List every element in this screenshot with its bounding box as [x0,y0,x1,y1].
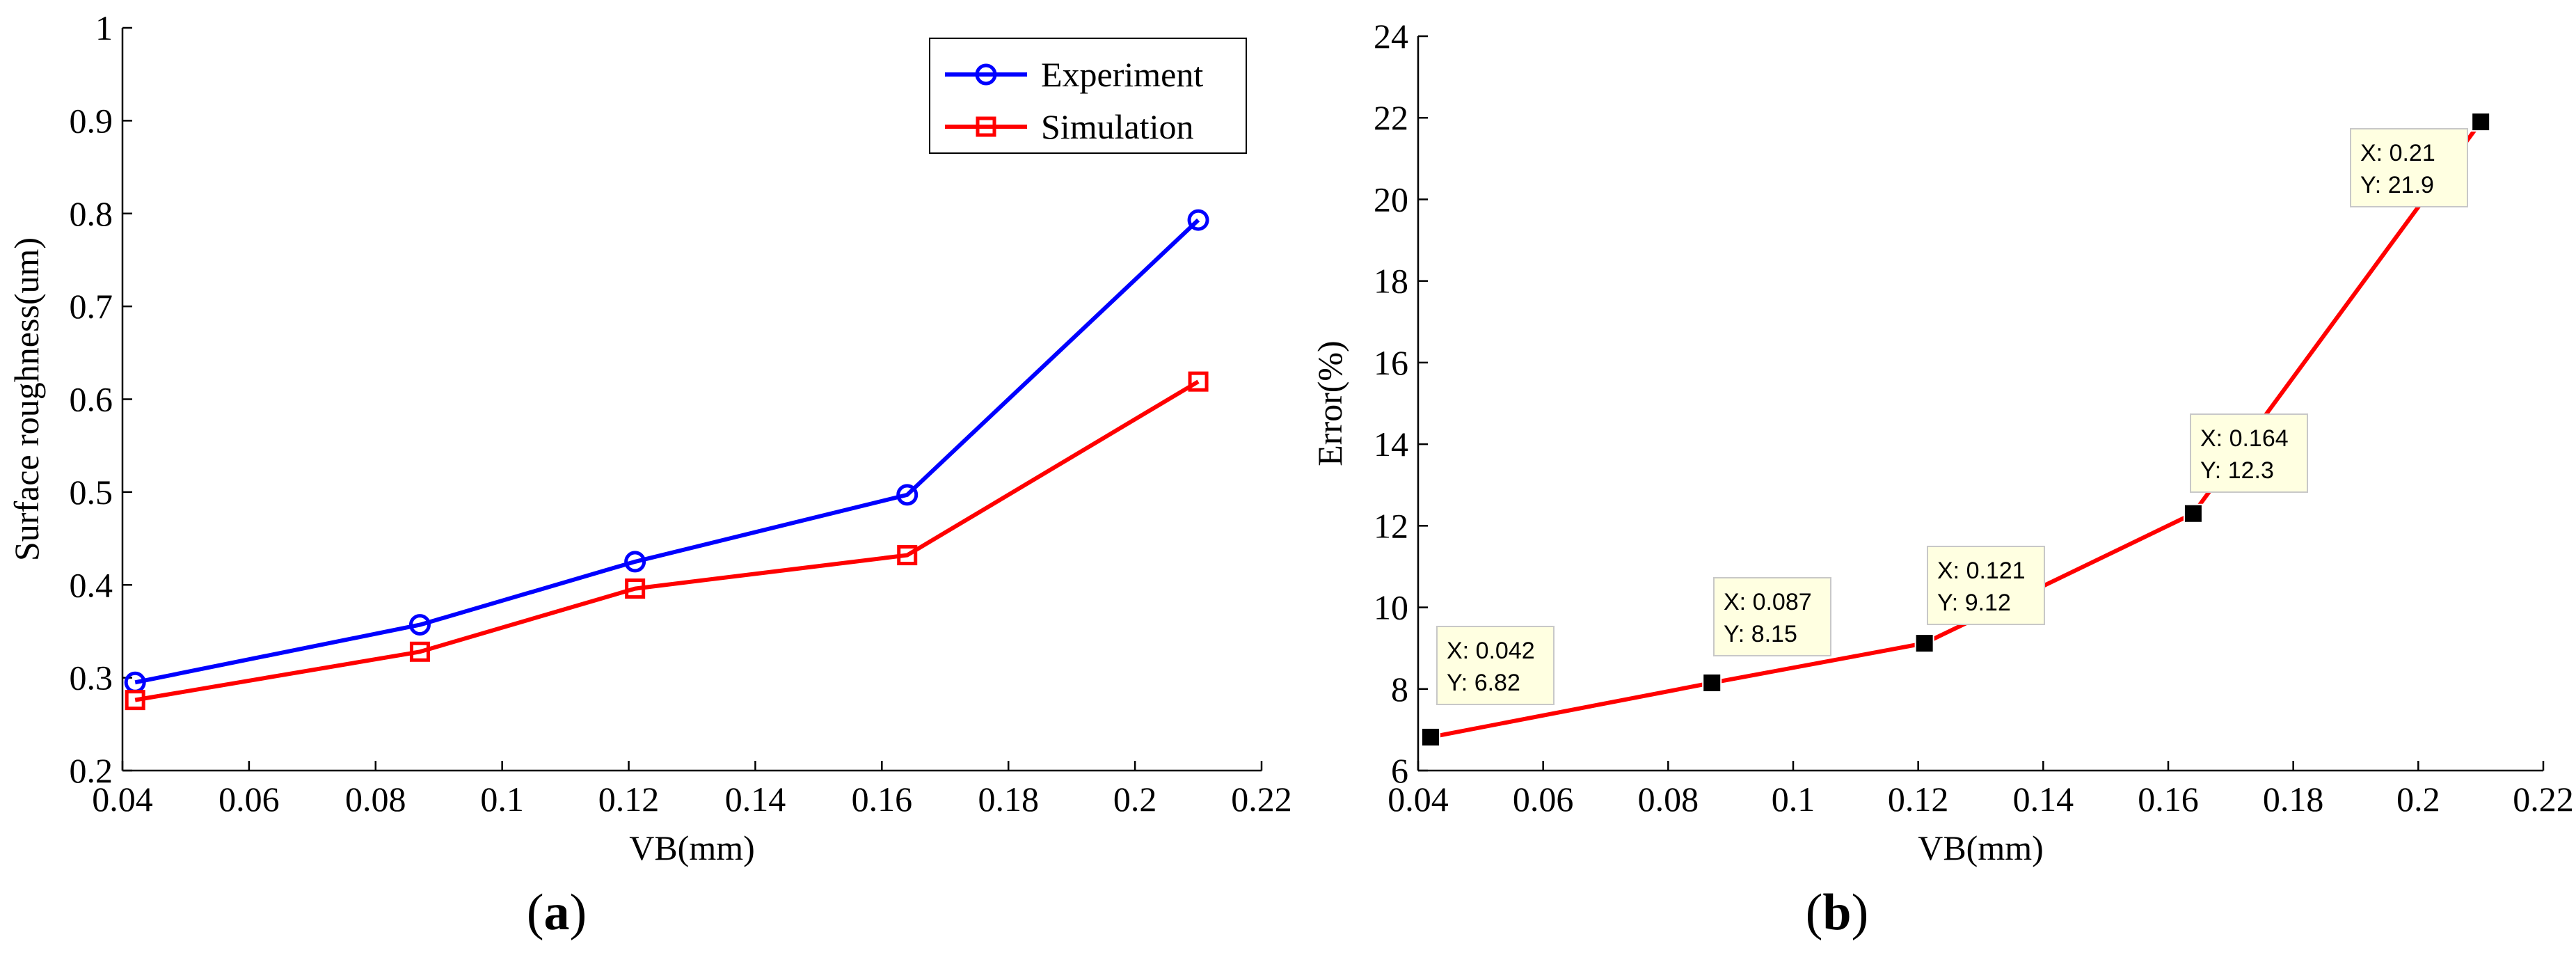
panel-label-open: ( [1806,884,1823,941]
chart-a: 0.04 0.06 0.08 0.1 0.12 0.14 0.16 0.18 0.2 0.22 0.… [7,8,1292,941]
datatip-x-text: X: 0.21 [2360,140,2435,166]
datatip-x-text: X: 0.121 [1937,558,2026,584]
legend-label-experiment: Experiment [1041,55,1203,94]
datatip-y-text: Y: 9.12 [1937,590,2011,616]
data-point-simulation [1188,371,1209,392]
x-tick-label: 0.12 [1888,780,1949,819]
data-point-error [2183,503,2203,523]
series-line-error [1430,120,2483,739]
datatip-box [2190,413,2308,493]
data-point-error [1420,727,1440,747]
datatip: X: 0.087 Y: 8.15 [1713,577,1831,656]
y-tick-label: 1 [95,8,113,47]
y-tick-label: 6 [1391,751,1408,790]
panel-label-letter: b [1822,884,1851,941]
y-tick-label: 22 [1374,98,1408,137]
x-axis-label: VB(mm) [629,828,755,867]
x-tick-label: 0.18 [2263,780,2324,819]
y-tick-label: 0.3 [70,659,113,697]
y-tick-label: 24 [1374,17,1408,56]
y-tick-label: 12 [1374,506,1408,545]
panel-label-close: ) [570,884,587,941]
datatip-y-text: Y: 8.15 [1724,621,1797,647]
y-tick-label: 0.5 [70,473,113,512]
y-tick-label: 0.8 [70,194,113,233]
panel-label: (a) [527,884,587,941]
x-tick-label: 0.1 [1772,780,1815,819]
datatip: X: 0.164 Y: 12.3 [2190,413,2308,493]
data-point-error [1702,672,1722,693]
x-tick-label: 0.14 [725,780,786,819]
y-tick-label: 0.7 [70,287,113,326]
panel-label-open: ( [527,884,544,941]
datatip-box [2350,128,2468,207]
data-point-experiment [1187,209,1209,231]
series-line-simulation [134,379,1200,702]
x-tick-label: 0.16 [852,780,913,819]
data-point-error [1914,633,1934,654]
legend-marker-simulation [976,116,996,137]
legend: Experiment Simulation [929,38,1247,154]
datatip-box [1927,546,2045,625]
data-point-simulation [897,545,918,566]
y-tick-label: 14 [1374,425,1408,464]
datatip-y-text: Y: 6.82 [1447,670,1520,696]
data-point-experiment [624,551,646,573]
datatip: X: 0.21 Y: 21.9 [2350,128,2468,207]
x-tick-label: 0.12 [598,780,660,819]
datatip-box [1713,577,1831,656]
y-axis-label: Error(%) [1310,340,1349,466]
data-point-simulation [625,578,646,599]
panel-label-close: ) [1852,884,1869,941]
datatip-y-text: Y: 12.3 [2200,457,2274,484]
data-point-experiment [408,614,431,636]
datatip-box [1436,626,1555,705]
x-tick-label: 0.1 [480,780,524,819]
datatip-x-text: X: 0.087 [1724,589,1812,615]
x-tick-label: 0.14 [2013,780,2074,819]
data-point-simulation [409,641,430,662]
y-tick-label: 0.6 [70,380,113,419]
y-tick-label: 0.9 [70,101,113,140]
data-point-error [2471,112,2491,132]
datatip-y-text: Y: 21.9 [2360,172,2434,198]
data-point-simulation [125,690,145,711]
x-tick-label: 0.06 [1513,780,1574,819]
x-tick-label: 0.08 [1638,780,1699,819]
y-tick-label: 10 [1374,588,1408,627]
y-tick-label: 16 [1374,343,1408,382]
datatip: X: 0.121 Y: 9.12 [1927,546,2045,625]
datatip-x-text: X: 0.042 [1447,638,1535,664]
panel-label-letter: a [544,884,570,941]
x-tick-label: 0.08 [345,780,406,819]
x-tick-label: 0.04 [1388,780,1449,819]
data-point-experiment [896,484,919,506]
panel-label: (b) [1806,884,1868,941]
datatip-x-text: X: 0.164 [2200,425,2289,452]
y-axis-label: Surface roughness(um) [7,237,46,561]
y-tick-label: 8 [1391,670,1408,709]
x-tick-label: 0.22 [1231,780,1292,819]
y-tick-label: 0.4 [70,565,113,604]
series-line-experiment [134,218,1200,685]
x-tick-label: 0.2 [2396,780,2440,819]
x-tick-label: 0.2 [1113,780,1157,819]
datatip: X: 0.042 Y: 6.82 [1436,626,1555,705]
y-tick-label: 20 [1374,180,1408,219]
x-tick-label: 0.06 [218,780,280,819]
x-tick-label: 0.22 [2513,780,2574,819]
x-tick-label: 0.16 [2138,780,2199,819]
x-axis-label: VB(mm) [1918,828,2044,867]
chart-b: 0.04 0.06 0.08 0.1 0.12 0.14 0.16 0.18 0.2 0.22 6 8… [1310,17,2574,941]
x-tick-label: 0.18 [978,780,1039,819]
y-tick-label: 18 [1374,262,1408,301]
x-tick-label: 0.04 [92,780,153,819]
legend-label-simulation: Simulation [1041,107,1193,146]
y-tick-label: 0.2 [70,751,113,790]
legend-marker-experiment [975,63,997,86]
